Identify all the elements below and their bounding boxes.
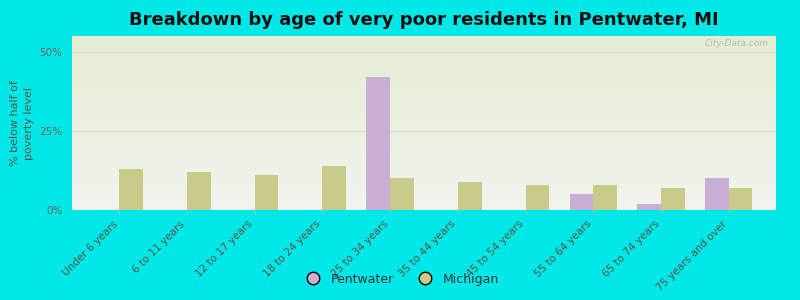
Bar	[570, 194, 594, 210]
Y-axis label: % below half of
poverty level: % below half of poverty level	[10, 80, 34, 166]
Bar	[119, 169, 143, 210]
Bar	[458, 182, 482, 210]
Bar	[594, 185, 617, 210]
Text: City-Data.com: City-Data.com	[705, 40, 769, 49]
Bar	[322, 166, 346, 210]
Bar	[705, 178, 729, 210]
Legend: Pentwater, Michigan: Pentwater, Michigan	[296, 268, 504, 291]
Bar	[366, 77, 390, 210]
Bar	[390, 178, 414, 210]
Bar	[254, 175, 278, 210]
Title: Breakdown by age of very poor residents in Pentwater, MI: Breakdown by age of very poor residents …	[129, 11, 719, 29]
Bar	[638, 204, 661, 210]
Bar	[526, 185, 550, 210]
Bar	[661, 188, 685, 210]
Bar	[187, 172, 210, 210]
Bar	[729, 188, 752, 210]
